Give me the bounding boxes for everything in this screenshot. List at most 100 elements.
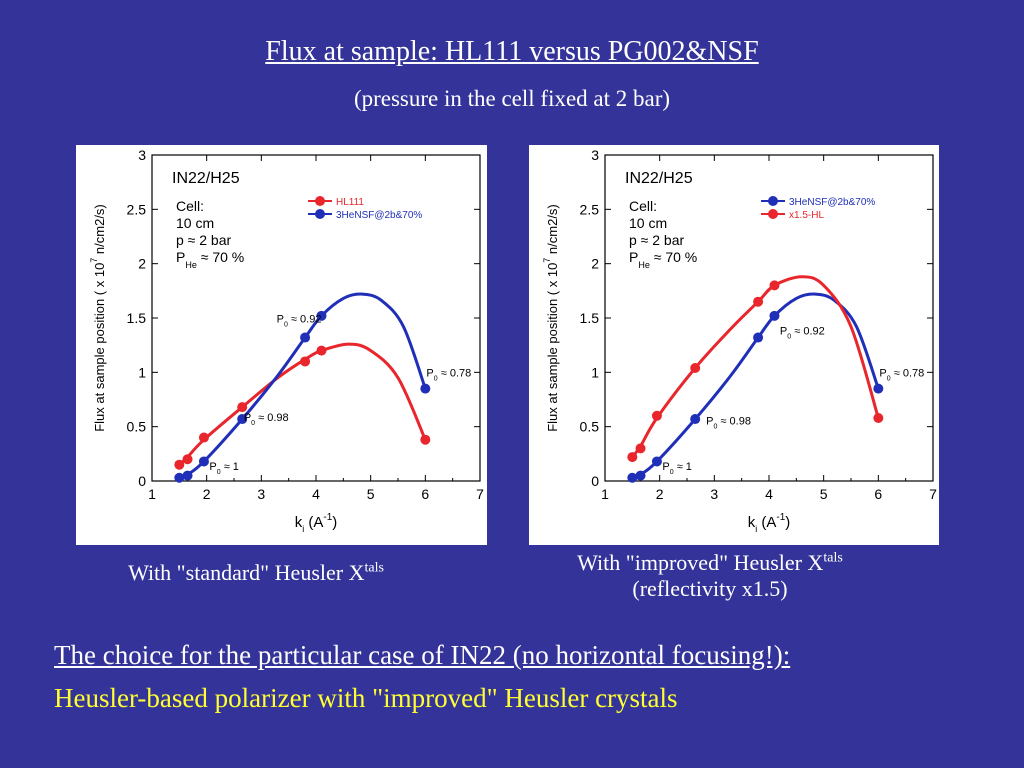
- annotation-label: P0 ≈ 0.92: [780, 325, 825, 340]
- slide-subtitle: (pressure in the cell fixed at 2 bar): [353, 86, 671, 111]
- data-point: [627, 472, 638, 483]
- annotation-label: P0 ≈ 0.98: [244, 412, 289, 427]
- flux-chart-standard: 1 2 3 4 5 6 7 0 0.5 1 1.5 2 2.5 3 ki (A-1) Flux at samp…: [89, 147, 484, 534]
- caption-standard-sup: tals: [364, 560, 384, 576]
- y-tick-label: 1: [138, 364, 146, 380]
- y-tick-label: 2.5: [580, 201, 600, 217]
- data-point: [316, 310, 327, 321]
- conclusion-heading: The choice for the particular case of IN…: [54, 640, 791, 670]
- y-tick-label: 0.5: [127, 419, 147, 435]
- caption-standard-text: With "standard" Heusler X: [128, 560, 365, 585]
- legend-marker: [315, 209, 325, 219]
- x-tick-label: 3: [710, 486, 718, 502]
- inset-text: p ≈ 2 bar: [629, 232, 684, 248]
- data-point: [174, 459, 185, 470]
- chart-panel-standard: 1 2 3 4 5 6 7 0 0.5 1 1.5 2 2.5 3 ki (A-1) Flux at samp…: [76, 145, 487, 545]
- data-point: [420, 434, 431, 445]
- y-tick-label: 3: [591, 147, 599, 163]
- data-point: [237, 402, 248, 413]
- data-point: [635, 470, 646, 481]
- data-point: [198, 456, 209, 467]
- slide-title-text: Flux at sample: HL111 versus PG002&NSF: [265, 36, 759, 67]
- data-point: [651, 456, 662, 467]
- annotation-label: P0 ≈ 0.98: [706, 415, 751, 430]
- y-axis-label: Flux at sample position ( x 107 n/cm2/s): [89, 204, 107, 432]
- data-point: [300, 332, 311, 343]
- x-tick-label: 6: [874, 486, 882, 502]
- y-tick-label: 2: [138, 256, 146, 272]
- slide-title: Flux at sample: HL111 versus PG002&NSF: [0, 36, 1024, 68]
- legend-label: x1.5-HL: [789, 210, 824, 221]
- caption-improved: With "improved" Heusler Xtals (reflectiv…: [500, 550, 920, 602]
- data-point: [690, 414, 701, 425]
- data-point: [635, 443, 646, 454]
- y-axis-label: Flux at sample position ( x 107 n/cm2/s): [542, 204, 560, 432]
- caption-improved-reflectivity: (reflectivity x1.5): [632, 576, 788, 601]
- x-tick-label: 1: [148, 486, 156, 502]
- annotation-label: P0 ≈ 0.78: [426, 368, 471, 383]
- x-tick-label: 2: [203, 486, 211, 502]
- x-tick-label: 3: [257, 486, 265, 502]
- x-tick-label: 7: [476, 486, 484, 502]
- data-point: [237, 414, 248, 425]
- legend-label: 3HeNSF@2b&70%: [789, 197, 875, 208]
- legend-label: 3HeNSF@2b&70%: [336, 210, 422, 221]
- y-tick-label: 2.5: [127, 201, 147, 217]
- y-tick-label: 2: [591, 256, 599, 272]
- x-tick-label: 1: [601, 486, 609, 502]
- inset-phe: PHe ≈ 70 %: [629, 249, 697, 270]
- x-tick-label: 2: [656, 486, 664, 502]
- annotation-label: P0 ≈ 0.92: [277, 313, 322, 328]
- inset-text: Cell:: [176, 198, 204, 214]
- x-tick-label: 5: [367, 486, 375, 502]
- legend-label: HL111: [336, 197, 364, 208]
- data-point: [873, 412, 884, 423]
- data-point: [690, 362, 701, 373]
- data-point: [769, 280, 780, 291]
- x-axis-label: ki (A-1): [295, 512, 338, 534]
- data-point: [420, 383, 431, 394]
- legend-marker: [768, 196, 778, 206]
- inset-text: 10 cm: [629, 215, 667, 231]
- y-tick-label: 0: [138, 473, 146, 489]
- inset-title: IN22/H25: [172, 170, 240, 187]
- data-point: [182, 454, 193, 465]
- inset-text: p ≈ 2 bar: [176, 232, 231, 248]
- caption-improved-text: With "improved" Heusler X: [577, 550, 824, 575]
- data-point: [198, 432, 209, 443]
- y-tick-label: 3: [138, 147, 146, 163]
- data-point: [753, 332, 764, 343]
- y-tick-label: 0: [591, 473, 599, 489]
- legend-marker: [315, 196, 325, 206]
- data-point: [182, 470, 193, 481]
- conclusion-highlight: Heusler-based polarizer with "improved" …: [54, 683, 678, 713]
- x-tick-label: 4: [312, 486, 320, 502]
- data-point: [873, 383, 884, 394]
- data-point: [300, 356, 311, 367]
- data-point: [174, 472, 185, 483]
- data-point: [316, 345, 327, 356]
- y-tick-label: 1.5: [580, 310, 600, 326]
- x-tick-label: 4: [765, 486, 773, 502]
- data-point: [769, 310, 780, 321]
- inset-title: IN22/H25: [625, 170, 693, 187]
- caption-improved-sup: tals: [823, 550, 843, 566]
- x-tick-label: 6: [421, 486, 429, 502]
- inset-phe: PHe ≈ 70 %: [176, 249, 244, 270]
- legend-marker: [768, 209, 778, 219]
- caption-standard: With "standard" Heusler Xtals: [76, 560, 436, 586]
- inset-text: 10 cm: [176, 215, 214, 231]
- annotation-label: P0 ≈ 1: [209, 461, 239, 476]
- series-line: [631, 292, 880, 480]
- y-tick-label: 0.5: [580, 419, 600, 435]
- x-axis-label: ki (A-1): [748, 512, 791, 534]
- y-tick-label: 1: [591, 364, 599, 380]
- data-point: [651, 410, 662, 421]
- chart-panel-improved: 1 2 3 4 5 6 7 0 0.5 1 1.5 2 2.5 3 ki (A-1) Flux at samp…: [529, 145, 939, 545]
- data-point: [753, 296, 764, 307]
- flux-chart-improved: 1 2 3 4 5 6 7 0 0.5 1 1.5 2 2.5 3 ki (A-1) Flux at samp…: [542, 147, 937, 534]
- annotation-label: P0 ≈ 1: [662, 461, 692, 476]
- inset-text: Cell:: [629, 198, 657, 214]
- data-point: [627, 452, 638, 463]
- x-tick-label: 7: [929, 486, 937, 502]
